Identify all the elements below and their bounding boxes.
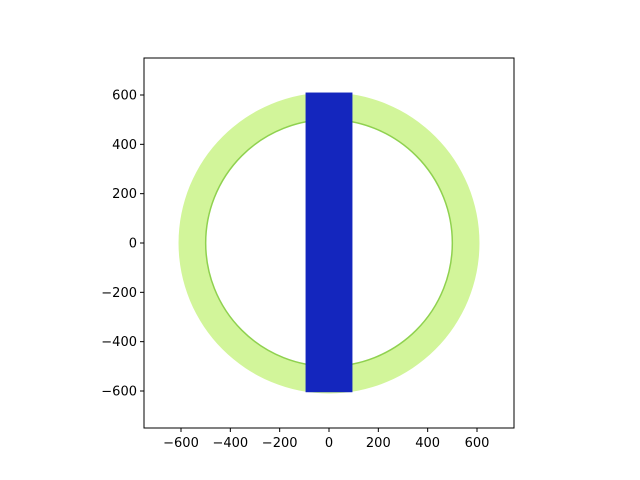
- y-tick-label: 200: [112, 187, 137, 202]
- x-tick-label: 600: [465, 436, 490, 451]
- x-tick-label: −600: [163, 436, 199, 451]
- y-tick-label: 400: [112, 138, 137, 153]
- x-tick-label: 400: [415, 436, 440, 451]
- x-tick-label: 0: [325, 436, 333, 451]
- x-tick-label: 200: [366, 436, 391, 451]
- y-tick-label: −400: [101, 335, 137, 350]
- y-tick-label: −600: [101, 385, 137, 400]
- axes-frame: [143, 57, 515, 429]
- axes-ticks: −600 −400 −200 0 200 400 600 −600 −400 −200 0 200 40…: [101, 89, 489, 452]
- x-tick-label: −400: [212, 436, 248, 451]
- bar-shape: [305, 92, 353, 393]
- y-tick-label: 600: [112, 89, 137, 104]
- plot-area: [178, 92, 480, 394]
- y-tick-label: 0: [129, 237, 137, 252]
- x-tick-label: −200: [262, 436, 298, 451]
- y-tick-label: −200: [101, 286, 137, 301]
